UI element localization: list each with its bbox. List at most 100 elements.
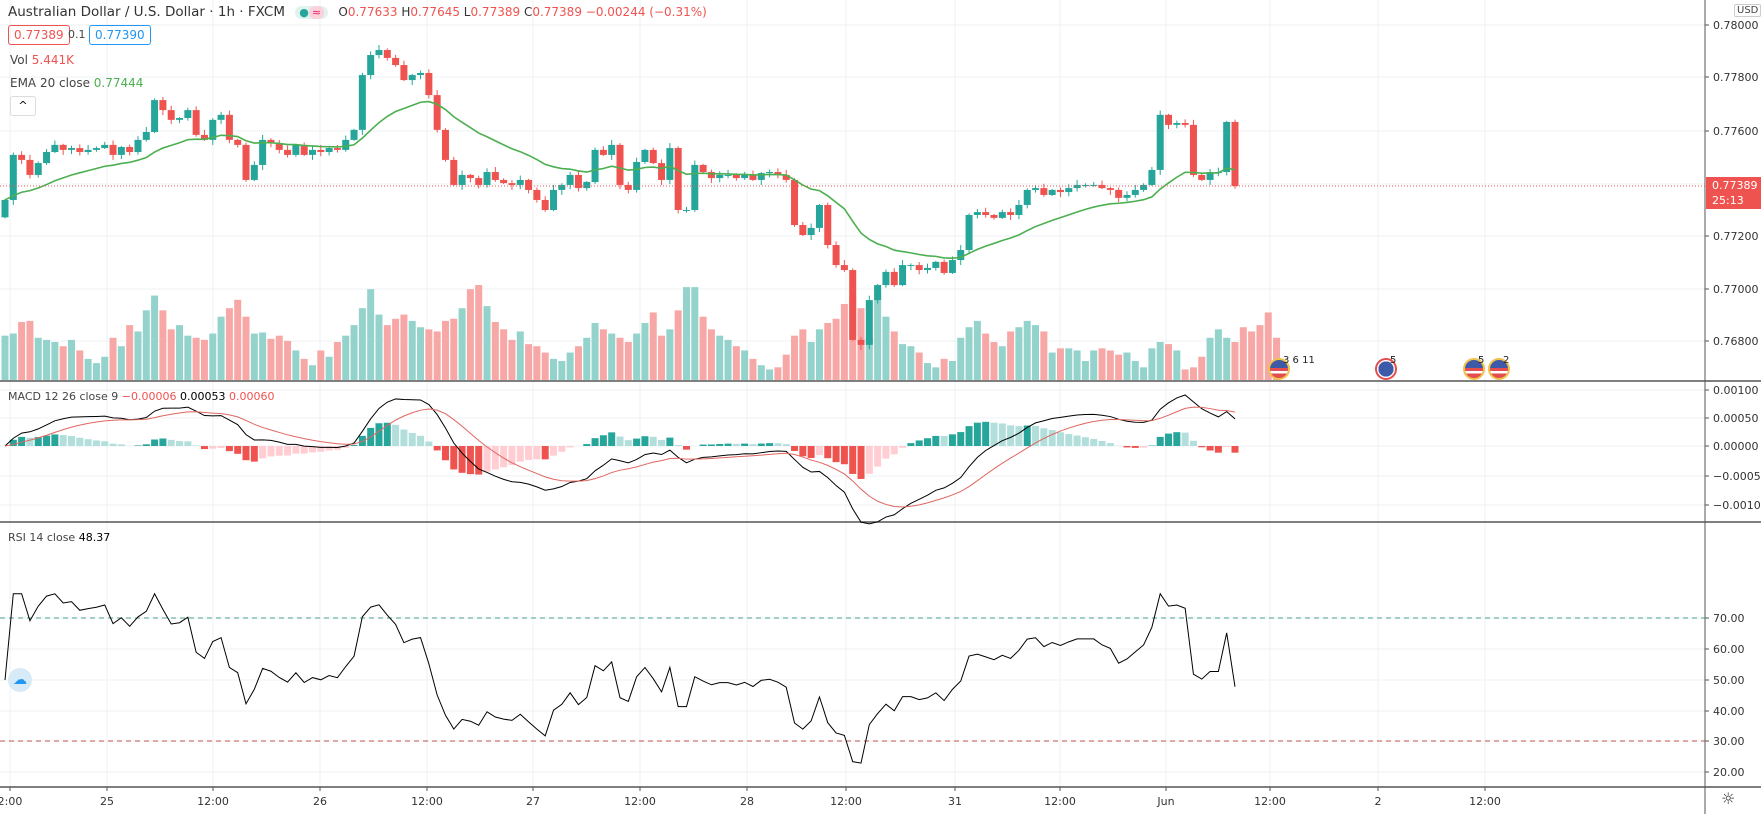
rsi-axis-label: 40.00 <box>1713 705 1745 718</box>
volume-bar <box>799 329 807 380</box>
macd-hist-value: −0.00006 <box>121 390 177 403</box>
volume-bar <box>441 320 449 380</box>
volume-bar <box>76 350 84 380</box>
macd-histogram-bar <box>159 438 167 446</box>
candle-body <box>176 118 184 120</box>
price-axis-label: 0.77600 <box>1713 125 1759 138</box>
macd-histogram-bar <box>865 446 873 474</box>
macd-histogram-bar <box>566 446 574 448</box>
macd-histogram-bar <box>1140 446 1148 448</box>
macd-histogram-bar <box>1090 438 1098 446</box>
candle-body <box>699 164 707 173</box>
volume-bar <box>250 333 258 380</box>
time-axis-label: 31 <box>948 795 962 808</box>
volume-bar <box>209 333 217 380</box>
candle-body <box>325 148 333 153</box>
macd-histogram-bar <box>533 446 541 460</box>
volume-bar <box>982 333 990 380</box>
volume-bar <box>1040 331 1048 380</box>
time-axis-label: Jun <box>1156 795 1174 808</box>
macd-histogram-bar <box>450 446 458 470</box>
volume-bar <box>840 304 848 380</box>
candle-body <box>1131 189 1139 195</box>
macd-histogram-bar <box>807 446 815 458</box>
volume-bar <box>583 337 591 380</box>
candle-body <box>1181 123 1189 125</box>
candle-body <box>34 163 42 175</box>
macd-histogram-bar <box>741 443 749 446</box>
candle-body <box>475 178 483 185</box>
volume-bar <box>782 354 790 380</box>
macd-histogram-bar <box>209 446 217 449</box>
volume-bar <box>1189 367 1197 380</box>
macd-histogram-bar <box>408 432 416 446</box>
macd-histogram-bar <box>707 444 715 446</box>
volume-bar <box>234 299 242 380</box>
macd-histogram-bar <box>724 443 732 446</box>
candle-body <box>924 267 931 271</box>
candle-body <box>350 129 358 140</box>
price-axis-label: 0.76800 <box>1713 335 1759 348</box>
volume-bar <box>483 306 491 380</box>
macd-histogram-bar <box>1223 446 1231 448</box>
us-flag-event-icon[interactable] <box>1463 358 1485 380</box>
macd-axis-label: −0.00050 <box>1713 470 1761 483</box>
candle-body <box>184 110 192 119</box>
volume-bar <box>924 363 931 380</box>
settings-gear-icon[interactable]: ☼ <box>1721 789 1736 808</box>
price-axis-label: 0.77800 <box>1713 71 1759 84</box>
volume-bar <box>18 321 26 380</box>
candle-body <box>59 144 67 150</box>
candle-body <box>907 265 915 267</box>
currency-label[interactable]: USD <box>1734 4 1761 17</box>
candle-body <box>1098 184 1106 189</box>
macd-histogram-bar <box>1214 446 1222 453</box>
volume-bar <box>957 337 965 380</box>
macd-histogram-bar <box>425 441 433 446</box>
candle-body <box>1123 194 1131 198</box>
volume-bar <box>26 320 34 380</box>
macd-axis-label: 0.00050 <box>1713 412 1759 425</box>
candle-body <box>807 227 815 236</box>
buy-button[interactable]: 0.77390 <box>89 25 151 45</box>
macd-histogram-bar <box>525 446 533 460</box>
macd-histogram-bar <box>142 444 150 446</box>
macd-histogram-bar <box>1198 446 1206 448</box>
bar-countdown: 25:13 <box>1712 194 1744 207</box>
macd-histogram-bar <box>200 446 208 450</box>
volume-bar <box>317 350 325 380</box>
volume-bar <box>51 342 59 380</box>
volume-bar <box>1007 331 1015 380</box>
tradingview-logo-icon[interactable]: ☁ <box>8 668 32 692</box>
macd-histogram-bar <box>284 446 292 456</box>
us-flag-event-icon[interactable] <box>1488 358 1510 380</box>
us-flag-event-icon[interactable] <box>1268 358 1290 380</box>
candle-body <box>1090 184 1098 186</box>
sell-button[interactable]: 0.77389 <box>8 25 70 45</box>
candle-body <box>18 154 26 160</box>
macd-histogram-bar <box>1098 440 1106 446</box>
volume-bar <box>1256 325 1264 380</box>
macd-histogram-bar <box>500 446 508 468</box>
macd-histogram-bar <box>400 429 408 446</box>
volume-bar <box>766 369 774 380</box>
candle-body <box>932 261 940 268</box>
event-count: 5 <box>1390 355 1397 366</box>
candle-body <box>43 152 51 164</box>
macd-histogram-bar <box>791 446 799 451</box>
candle-body <box>317 149 325 153</box>
candle-body <box>741 174 749 179</box>
time-axis-label: 25 <box>100 795 114 808</box>
collapse-legend-button[interactable]: ^ <box>10 96 36 116</box>
au-flag-event-icon[interactable] <box>1375 358 1397 380</box>
volume-bar <box>865 337 873 380</box>
candle-body <box>774 172 782 175</box>
candle-body <box>815 204 823 228</box>
time-axis-label: 12:00 <box>197 795 229 808</box>
candle-body <box>1015 204 1023 215</box>
candle-body <box>1231 121 1239 186</box>
volume-bar <box>450 318 458 380</box>
candle-body <box>624 184 632 190</box>
